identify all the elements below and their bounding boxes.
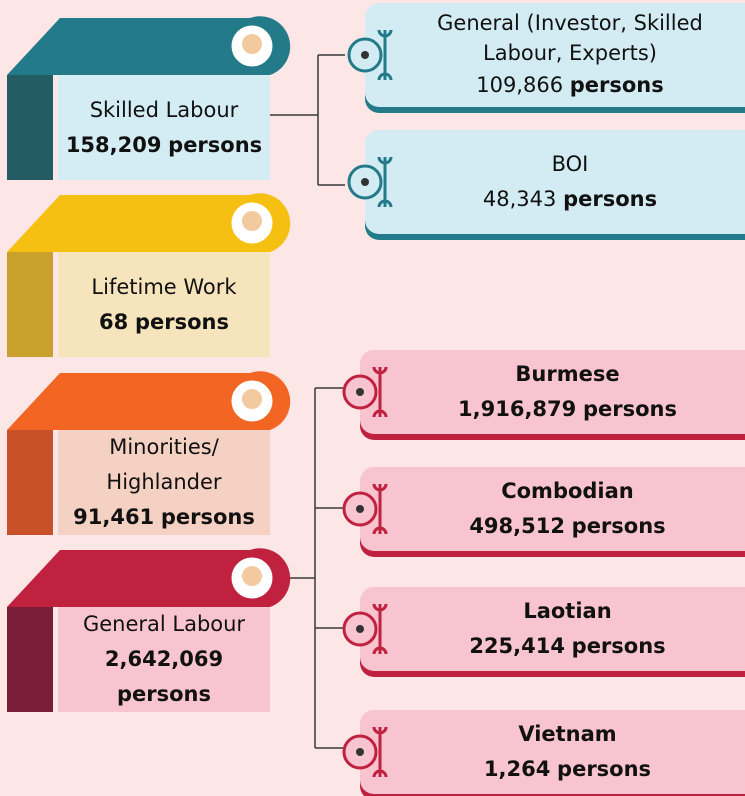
text: General (Investor, Skilled Labour, Exper… — [437, 10, 703, 65]
wrench — [372, 603, 388, 655]
text: General Labour — [82, 612, 246, 636]
card — [360, 467, 745, 551]
text: 1,916,879 — [458, 397, 577, 421]
icon-face — [242, 566, 262, 586]
wrench — [372, 726, 388, 778]
ribbon — [7, 16, 291, 75]
wrench — [377, 29, 393, 81]
ribbon — [7, 371, 291, 430]
ribbon — [7, 193, 291, 252]
text: Minorities/ Highlander — [106, 435, 222, 494]
side — [7, 430, 53, 535]
pin-dot — [356, 748, 364, 756]
text: persons — [569, 72, 664, 97]
card — [360, 350, 745, 434]
card — [360, 710, 745, 794]
text: Laotian — [523, 599, 612, 623]
icon-face — [242, 211, 262, 231]
text: persons — [134, 309, 229, 334]
wrench — [377, 156, 393, 208]
text: 109,866 — [476, 72, 564, 97]
text: Skilled Labour — [89, 97, 239, 122]
wrench — [372, 483, 388, 535]
label-block: General (Investor, Skilled Labour, Exper… — [395, 3, 745, 107]
pin-dot — [361, 51, 369, 59]
text: persons — [571, 514, 666, 538]
text: persons — [557, 757, 652, 781]
panel — [58, 607, 270, 712]
connectors — [270, 54, 345, 749]
wrench — [372, 366, 388, 418]
text: 1,264 — [483, 757, 551, 781]
label-block: Lifetime Work 68 persons — [58, 252, 270, 357]
text: persons — [160, 505, 255, 529]
text: 68 — [99, 309, 129, 334]
label-block: Combodian 498,512 persons — [390, 467, 745, 551]
pin-dot — [361, 178, 369, 186]
side — [7, 252, 53, 357]
card — [365, 130, 745, 234]
label-block: Burmese 1,916,879 persons — [390, 350, 745, 434]
connector — [280, 387, 345, 749]
text: persons — [582, 397, 677, 421]
label-block: Laotian 225,414 persons — [390, 587, 745, 671]
ribbon — [7, 548, 291, 607]
connector — [270, 54, 345, 186]
card — [365, 3, 745, 107]
text: Lifetime Work — [91, 274, 237, 299]
text: 498,512 — [469, 514, 565, 538]
icon-face — [242, 389, 262, 409]
label-block: General Labour 2,642,069 persons — [58, 607, 270, 712]
text: 225,414 — [469, 634, 565, 658]
panel — [58, 430, 270, 535]
text: 48,343 — [482, 187, 557, 211]
text: Combodian — [501, 479, 634, 503]
label-block: Minorities/ Highlander 91,461 persons — [58, 430, 270, 535]
text: 91,461 — [73, 505, 155, 529]
text: persons — [116, 682, 211, 706]
panel — [58, 252, 270, 357]
card — [360, 587, 745, 671]
text: 158,209 — [65, 132, 162, 157]
pin-dot — [356, 505, 364, 513]
icon-face — [242, 34, 262, 54]
text: Burmese — [515, 362, 620, 386]
label-block: Vietnam 1,264 persons — [390, 710, 745, 794]
text: BOI — [551, 152, 589, 176]
text: persons — [563, 187, 658, 211]
label-block: Skilled Labour 158,209 persons — [58, 75, 270, 180]
side — [7, 75, 53, 180]
side — [7, 607, 53, 712]
text: Vietnam — [518, 722, 617, 746]
text: 2,642,069 — [104, 647, 224, 671]
label-block: BOI 48,343 persons — [395, 130, 745, 234]
pin-dot — [356, 625, 364, 633]
text: persons — [168, 132, 263, 157]
pin-dot — [356, 388, 364, 396]
panel — [58, 75, 270, 180]
text: persons — [571, 634, 666, 658]
